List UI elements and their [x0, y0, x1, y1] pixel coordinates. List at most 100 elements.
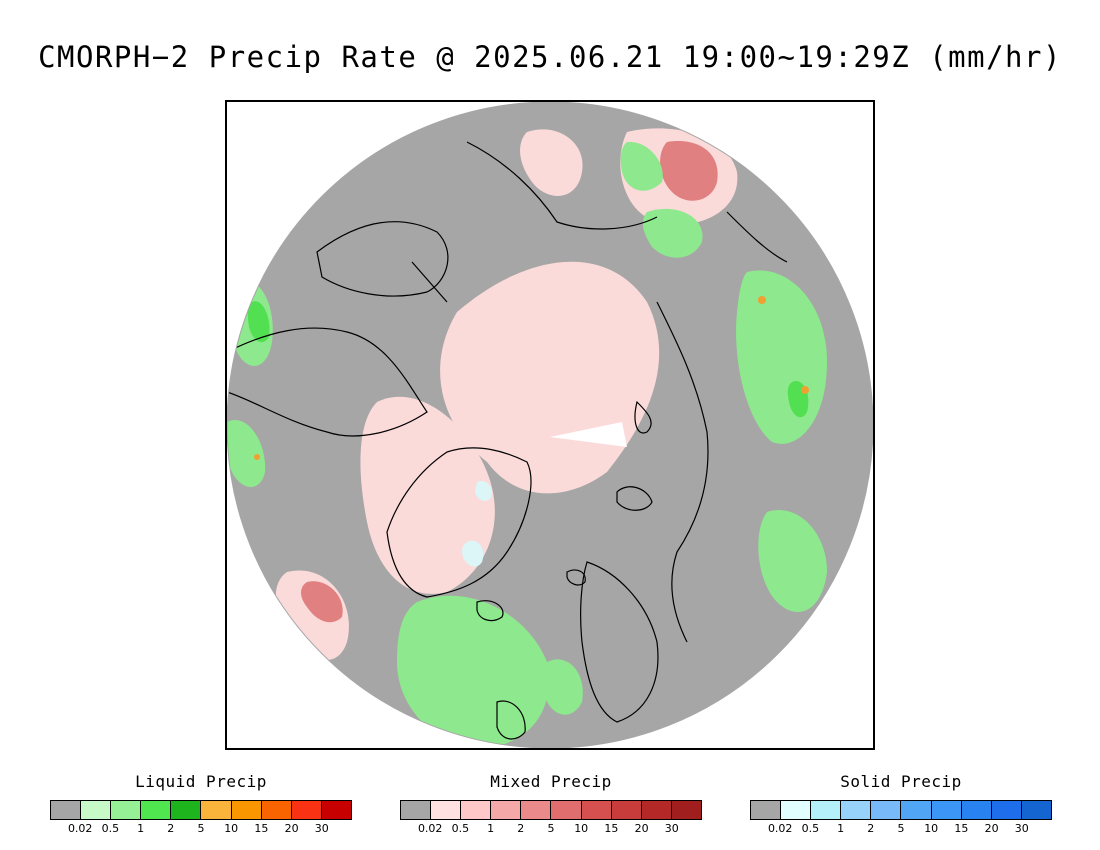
coast-severnaya-zemlya — [634, 400, 652, 434]
legend-liquid-tick-label: 10 — [224, 822, 239, 835]
legend-solid-swatch — [781, 801, 812, 819]
mixed-precip-strong — [301, 141, 718, 623]
legend-liquid-tick-label: 5 — [197, 822, 205, 835]
legend-liquid-swatch — [261, 801, 292, 819]
coast-svalbard — [566, 569, 586, 586]
coast-canada-arctic — [227, 327, 428, 437]
legend-mixed-swatch — [461, 801, 492, 819]
legend-mixed-tick-label: 10 — [574, 822, 589, 835]
liquid-strong-canada-west — [247, 301, 270, 343]
legend-solid-tick-label: 20 — [984, 822, 999, 835]
legend-solid-swatch — [991, 801, 1022, 819]
coast-novaya-zemlya — [616, 486, 653, 511]
legend-solid-swatch — [841, 801, 872, 819]
heavy-cell-siberia — [801, 386, 809, 394]
legend-mixed-swatch — [431, 801, 462, 819]
mixed-area-siberia — [520, 129, 583, 196]
legend-liquid-swatch — [231, 801, 262, 819]
coast-scandinavia — [580, 561, 659, 723]
legend-solid-tick-label: 15 — [954, 822, 969, 835]
legend-mixed-tick-label: 2 — [517, 822, 525, 835]
legend-solid-tick-label: 10 — [924, 822, 939, 835]
legend-liquid-swatch — [111, 801, 142, 819]
legend-solid-swatch — [961, 801, 992, 819]
map-disk — [227, 102, 873, 748]
legend-solid-tick-label: 0.02 — [767, 822, 793, 835]
coast-british-isles — [496, 700, 526, 740]
liquid-area-scandinavia — [542, 659, 583, 715]
heavy-cell-pacific — [758, 296, 766, 304]
liquid-area-canada — [227, 420, 266, 487]
legend-liquid-tick-label: 15 — [254, 822, 269, 835]
legend-mixed-swatch — [611, 801, 642, 819]
coast-alaska-north — [316, 221, 449, 297]
coast-siberia-north — [656, 301, 709, 643]
legend-liquid-swatch — [321, 801, 351, 819]
legend-liquid-title: Liquid Precip — [135, 772, 267, 791]
legend-solid-swatch — [811, 801, 842, 819]
legend-liquid-tick-label: 20 — [284, 822, 299, 835]
liquid-area-europe-atlantic — [397, 595, 549, 748]
pole-no-data — [550, 422, 627, 447]
precip-map[interactable] — [225, 100, 875, 750]
legend-liquid-swatch — [51, 801, 82, 819]
legend-mixed-swatch — [671, 801, 701, 819]
polar-map-svg — [227, 102, 873, 748]
solid-area-greenland-north — [475, 481, 493, 501]
coast-siberia-east — [466, 141, 658, 230]
legend-solid-tick-label: 30 — [1014, 822, 1029, 835]
legend-mixed-tick-label: 15 — [604, 822, 619, 835]
legend-liquid-tick-label: 30 — [314, 822, 329, 835]
legend-liquid-tick-label: 0.5 — [101, 822, 120, 835]
mixed-strong-bering — [660, 141, 718, 201]
legend-solid-tick-label: 1 — [837, 822, 845, 835]
liquid-area-alaska — [620, 141, 663, 191]
legend-mixed: Mixed Precip 0.02 0.5 1 2 5 10 15 20 30 — [400, 772, 702, 838]
legend-solid: Solid Precip 0.02 0.5 1 2 5 10 15 20 30 — [750, 772, 1052, 838]
legend-mixed-swatch — [581, 801, 612, 819]
legend-liquid-colorbar — [50, 800, 352, 820]
legend-solid-colorbar — [750, 800, 1052, 820]
legend-solid-swatch — [751, 801, 782, 819]
coast-greenland — [386, 447, 532, 598]
coast-iceland — [476, 600, 504, 622]
legend-solid-title: Solid Precip — [840, 772, 962, 791]
legend-mixed-tick-label: 0.02 — [417, 822, 443, 835]
legend-mixed-ticks: 0.02 0.5 1 2 5 10 15 20 30 — [400, 822, 702, 838]
legend-liquid-swatch — [141, 801, 172, 819]
legend-mixed-swatch — [521, 801, 552, 819]
legend-solid-swatch — [1021, 801, 1051, 819]
legend-mixed-swatch — [551, 801, 582, 819]
liquid-area-siberia-east — [758, 510, 827, 612]
page-title: CMORPH−2 Precip Rate @ 2025.06.21 19:00~… — [38, 40, 1062, 74]
mixed-area-greenland — [360, 396, 495, 594]
legend-mixed-title: Mixed Precip — [490, 772, 612, 791]
heavy-cell-canada — [254, 454, 260, 460]
legend-liquid-tick-label: 0.02 — [67, 822, 93, 835]
legend-solid-swatch — [931, 801, 962, 819]
legend-solid-swatch — [901, 801, 932, 819]
solid-precip-areas — [462, 481, 493, 567]
legend-mixed-tick-label: 5 — [547, 822, 555, 835]
legend-solid-tick-label: 0.5 — [801, 822, 820, 835]
legend-liquid-swatch — [291, 801, 322, 819]
legend-liquid-ticks: 0.02 0.5 1 2 5 10 15 20 30 — [50, 822, 352, 838]
legend-mixed-tick-label: 30 — [664, 822, 679, 835]
coast-kamchatka — [726, 211, 788, 263]
legend-mixed-tick-label: 20 — [634, 822, 649, 835]
coastlines — [227, 141, 788, 740]
legend-liquid: Liquid Precip 0.02 0.5 1 2 5 10 15 20 30 — [50, 772, 352, 838]
legend-mixed-colorbar — [400, 800, 702, 820]
legend-mixed-tick-label: 0.5 — [451, 822, 470, 835]
legend-liquid-swatch — [81, 801, 112, 819]
solid-area-greenland — [462, 540, 484, 567]
legend-mixed-tick-label: 1 — [487, 822, 495, 835]
legend-mixed-swatch — [401, 801, 432, 819]
legend-solid-swatch — [871, 801, 902, 819]
legend-mixed-swatch — [641, 801, 672, 819]
legend-solid-ticks: 0.02 0.5 1 2 5 10 15 20 30 — [750, 822, 1052, 838]
legend-solid-tick-label: 5 — [897, 822, 905, 835]
legend-liquid-swatch — [201, 801, 232, 819]
border-alaska-canada — [411, 261, 448, 303]
legend-solid-tick-label: 2 — [867, 822, 875, 835]
